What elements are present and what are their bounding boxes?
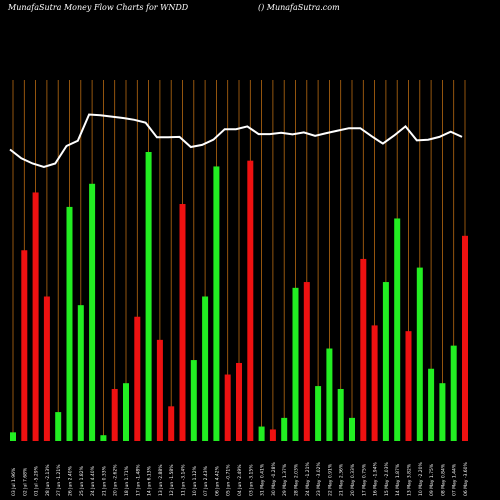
x-tick-label: 17 May 0.75% — [361, 463, 367, 496]
bar — [258, 426, 265, 441]
x-tick-label: 26 Jun 2.40% — [68, 465, 74, 496]
x-tick-label: 02 Jul 7.68% — [22, 467, 28, 496]
x-tick-label: 18 Jun 1.71% — [124, 465, 130, 496]
x-tick-label: 10 May -2.20% — [418, 461, 424, 496]
x-tick-label: 14 Jun 6.13% — [147, 465, 153, 496]
x-tick-label: 20 Jun -2.62% — [113, 464, 119, 496]
bar — [247, 160, 254, 442]
bar — [55, 412, 62, 441]
bar — [111, 388, 118, 441]
x-tick-label: 03 Jul 1.96% — [11, 467, 17, 496]
bar — [292, 287, 299, 441]
chart-title-right: () MunafaSutra.com — [258, 3, 340, 12]
bar — [439, 383, 446, 441]
bars — [10, 152, 468, 442]
x-tick-label: 06 May -3.60% — [463, 461, 469, 496]
x-tick-label: 15 May -2.03% — [384, 461, 390, 496]
x-tick-labels: 03 Jul 1.96% 02 Jul 7.68% 01 Jul -5.29% 28 … — [11, 461, 469, 496]
x-tick-label: 22 May 0.91% — [327, 463, 333, 496]
x-tick-label: 24 May -1.21% — [305, 461, 311, 496]
bar — [462, 235, 468, 441]
x-tick-label: 23 May -3.02% — [316, 461, 322, 496]
bar — [382, 282, 389, 441]
bar — [416, 267, 423, 441]
bar — [66, 206, 73, 441]
x-tick-label: 01 Jul -5.29% — [34, 465, 40, 496]
bar — [269, 429, 276, 441]
x-tick-label: 21 Jun 0.33% — [101, 465, 107, 496]
x-tick-label: 07 May 1.44% — [452, 463, 458, 496]
x-tick-label: 13 May 3.82% — [407, 463, 413, 496]
bar — [236, 362, 242, 441]
bar — [123, 383, 129, 441]
x-tick-label: 14 May 1.87% — [395, 463, 401, 496]
x-tick-label: 30 May -0.28% — [271, 461, 277, 496]
bar — [190, 360, 197, 441]
x-tick-label: 28 Jun -2.13% — [45, 464, 51, 496]
bar — [100, 435, 107, 441]
x-tick-label: 04 Jun -2.49% — [237, 464, 243, 496]
bar — [360, 258, 367, 441]
x-tick-label: 16 May -1.94% — [373, 461, 379, 496]
bar — [21, 250, 28, 441]
bar — [10, 432, 16, 441]
bar — [32, 192, 39, 441]
x-tick-label: 13 Jun -2.88% — [158, 464, 164, 496]
x-tick-label: 03 Jun -3.15% — [248, 464, 254, 496]
bar — [89, 183, 96, 442]
bar — [337, 388, 344, 441]
x-tick-label: 09 May 1.75% — [429, 463, 435, 496]
bar — [43, 296, 50, 441]
x-tick-label: 20 May 0.33% — [350, 463, 356, 496]
bar — [371, 325, 378, 441]
x-tick-label: 24 Jun 4.40% — [90, 465, 96, 496]
bar — [394, 218, 401, 441]
bar — [213, 166, 220, 441]
bar — [428, 368, 435, 441]
bar — [303, 282, 310, 441]
money-flow-line — [9, 113, 463, 169]
bar — [224, 374, 231, 441]
bar — [202, 296, 209, 441]
x-tick-label: 25 Jun 1.82% — [79, 465, 85, 496]
bar — [168, 406, 175, 441]
bar — [450, 345, 457, 441]
x-tick-label: 12 Jun -1.58% — [169, 464, 175, 496]
bar — [405, 331, 412, 441]
x-tick-label: 29 May 1.37% — [282, 463, 288, 496]
bar — [179, 204, 186, 441]
x-tick-label: 28 May 2.03% — [294, 463, 300, 496]
bar — [77, 305, 84, 441]
bar — [145, 152, 152, 441]
x-tick-label: 17 Jun -1.48% — [135, 464, 141, 496]
bar — [156, 339, 163, 441]
x-tick-label: 08 May 0.84% — [440, 463, 446, 496]
x-tick-label: 05 Jun -0.71% — [226, 464, 232, 496]
chart-title-left: MunafaSutra Money Flow Charts for WNDD — [8, 3, 189, 12]
x-tick-label: 06 Jun 4.42% — [214, 465, 220, 496]
x-tick-label: 21 May 2.36% — [339, 463, 345, 496]
bar — [134, 316, 141, 441]
bar — [281, 417, 288, 441]
x-tick-label: 07 Jun 2.43% — [203, 465, 209, 496]
bar — [349, 417, 355, 441]
bar — [315, 386, 322, 441]
bar — [326, 348, 333, 441]
x-tick-label: 11 Jun -3.14% — [181, 464, 187, 496]
x-tick-label: 10 Jun 1.12% — [192, 465, 198, 496]
x-tick-label: 27 Jun -1.21% — [56, 464, 62, 496]
x-tick-label: 31 May 0.41% — [260, 463, 266, 496]
